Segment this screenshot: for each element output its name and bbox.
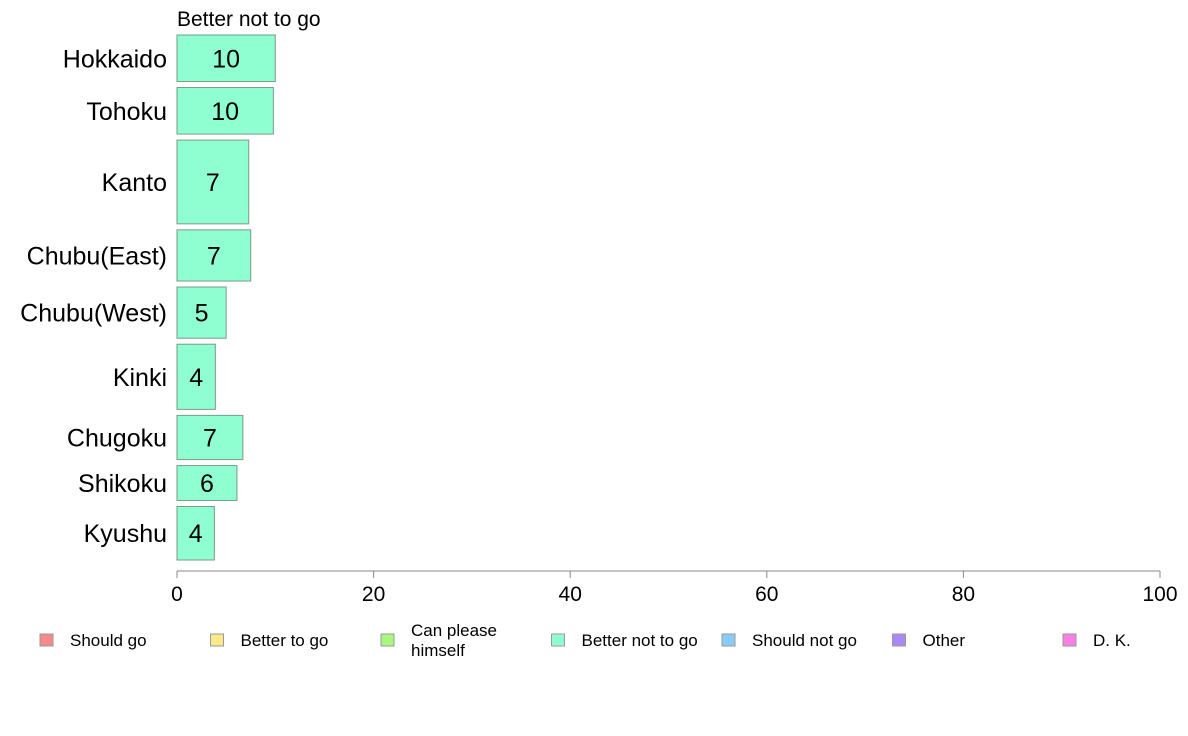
- legend-swatch: [892, 633, 906, 647]
- category-label: Tohoku: [86, 98, 167, 126]
- legend-label-line: Can please: [411, 621, 497, 640]
- legend-label-line: Should go: [70, 631, 147, 650]
- bar-value-label: 6: [200, 470, 214, 498]
- bar: [176, 505, 215, 561]
- x-axis: 0 20 40 60 80 100: [171, 570, 1178, 606]
- category-label: Chugoku: [67, 424, 167, 452]
- legend-label-line: himself: [411, 641, 465, 660]
- legend-label-line: Better not to go: [582, 631, 698, 650]
- bar: [176, 229, 252, 282]
- bars-group: 10 10 7 7 5 4 7 6 4: [176, 34, 276, 561]
- bar-value-label: 5: [195, 300, 209, 328]
- category-label: Chubu(West): [20, 300, 167, 328]
- legend-swatch: [380, 633, 395, 647]
- legend-label-line: Should not go: [752, 631, 857, 650]
- bar-value-label: 7: [203, 424, 217, 452]
- legend-label-line: D. K.: [1093, 631, 1131, 650]
- x-tick-label: 40: [559, 583, 582, 606]
- bar: [176, 34, 276, 83]
- category-label: Chubu(East): [27, 242, 167, 270]
- chart-title: Better not to go: [177, 8, 321, 31]
- x-tick-label: 60: [755, 583, 778, 606]
- legend-label: D. K.: [1093, 631, 1131, 650]
- bar: [176, 286, 227, 339]
- bar: [176, 139, 250, 225]
- legend-label: Should not go: [752, 631, 857, 650]
- legend-label-line: Other: [923, 631, 966, 650]
- legend-swatch: [210, 633, 224, 647]
- bar-value-label: 10: [212, 45, 240, 73]
- x-tick-label: 20: [362, 583, 385, 606]
- legend-swatch: [39, 633, 54, 647]
- legend-swatch: [1062, 633, 1077, 647]
- legend-label: Can please himself: [411, 621, 497, 660]
- legend-swatch: [551, 633, 565, 647]
- legend-label: Better to go: [241, 631, 329, 650]
- category-label: Kinki: [113, 364, 167, 392]
- bar-value-label: 7: [207, 242, 221, 270]
- x-tick-label: 80: [952, 583, 975, 606]
- category-label: Shikoku: [78, 470, 167, 498]
- bar: [176, 465, 238, 501]
- legend: Should go Better to go Can please himself Be…: [39, 621, 1131, 660]
- category-label: Kanto: [102, 169, 167, 197]
- category-label: Kyushu: [84, 520, 167, 548]
- bar: [176, 343, 216, 410]
- bar: [176, 87, 274, 135]
- legend-label: Other: [923, 631, 966, 650]
- bar-value-label: 4: [189, 364, 203, 392]
- category-label: Hokkaido: [63, 45, 167, 73]
- legend-label: Better not to go: [582, 631, 698, 650]
- category-labels: Hokkaido Tohoku Kanto Chubu(East) Chubu(West…: [20, 45, 167, 548]
- x-tick-label: 0: [171, 583, 183, 606]
- x-tick-label: 100: [1142, 583, 1177, 606]
- bar-value-label: 7: [206, 169, 220, 197]
- bar-value-label: 10: [211, 98, 239, 126]
- bar: [176, 414, 244, 461]
- bar-value-label: 4: [189, 520, 203, 548]
- legend-label: Should go: [70, 631, 147, 650]
- legend-swatch: [721, 633, 736, 647]
- legend-label-line: Better to go: [241, 631, 329, 650]
